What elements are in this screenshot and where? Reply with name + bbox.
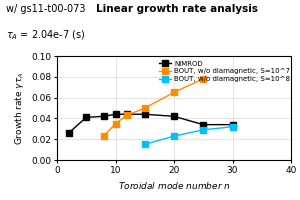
Line: NIMROD: NIMROD — [66, 111, 235, 136]
BOUT, w/o diamagnetic, S=10^7 — [202, 78, 205, 80]
NIMROD — [67, 132, 70, 134]
BOUT, w/o diamagnetic, S=10^7 — [143, 107, 147, 109]
X-axis label: Toroidal mode number $n$: Toroidal mode number $n$ — [118, 180, 230, 191]
NIMROD — [125, 113, 129, 115]
Text: $\tau_A$ = 2.04e-7 (s): $\tau_A$ = 2.04e-7 (s) — [6, 28, 85, 42]
Text: w/ gs11-t00-073: w/ gs11-t00-073 — [6, 4, 85, 14]
BOUT, w/o diamagnetic, S=10^7 — [172, 91, 176, 94]
BOUT, w/o diamagnetic, S=10^7 — [125, 114, 129, 116]
NIMROD — [85, 116, 88, 119]
BOUT, w/o diamagnetic, S=10^8 — [231, 126, 234, 128]
BOUT, w/o diamagnetic, S=10^7 — [114, 122, 117, 125]
BOUT, w/o diamagnetic, S=10^8 — [202, 129, 205, 131]
NIMROD — [202, 123, 205, 126]
BOUT, w/o diamagnetic, S=10^8 — [172, 135, 176, 137]
BOUT, w/o diamagnetic, S=10^7 — [102, 135, 106, 137]
Legend: NIMROD, BOUT, w/o diamagnetic, S=10^7, BOUT, w/o diamagnetic, S=10^8: NIMROD, BOUT, w/o diamagnetic, S=10^7, B… — [159, 61, 290, 82]
NIMROD — [172, 115, 176, 118]
Line: BOUT, w/o diamagnetic, S=10^7: BOUT, w/o diamagnetic, S=10^7 — [101, 76, 206, 139]
NIMROD — [102, 115, 106, 118]
NIMROD — [143, 113, 147, 115]
BOUT, w/o diamagnetic, S=10^8 — [143, 143, 147, 146]
Y-axis label: Growth rate $\gamma\tau_A$: Growth rate $\gamma\tau_A$ — [13, 71, 26, 145]
NIMROD — [114, 113, 117, 115]
NIMROD — [231, 123, 234, 126]
Line: BOUT, w/o diamagnetic, S=10^8: BOUT, w/o diamagnetic, S=10^8 — [142, 124, 235, 147]
Text: Linear growth rate analysis: Linear growth rate analysis — [96, 4, 258, 14]
